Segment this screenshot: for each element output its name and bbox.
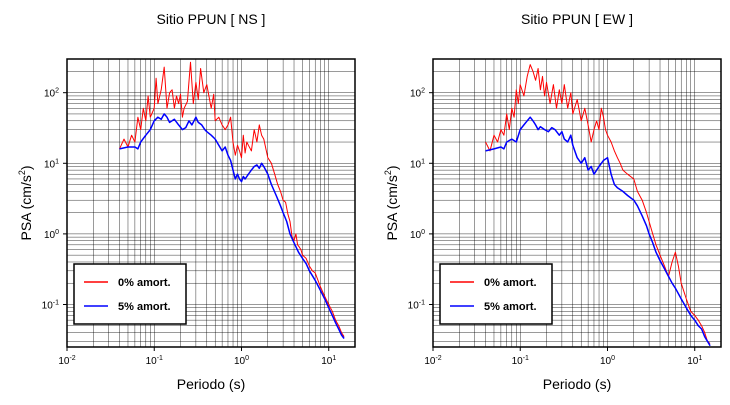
y-tick-label: 101 xyxy=(410,158,425,170)
series-group xyxy=(485,64,711,347)
legend-label: 0% amort. xyxy=(118,277,171,289)
legend-label: 0% amort. xyxy=(484,277,537,289)
x-axis-label: Periodo (s) xyxy=(177,376,245,392)
y-tick-label: 102 xyxy=(410,88,425,100)
x-axis-label: Periodo (s) xyxy=(543,376,611,392)
legend-label: 5% amort. xyxy=(484,301,537,313)
legend-box xyxy=(439,263,553,325)
y-tick-label: 100 xyxy=(44,229,59,241)
series-line-0pct xyxy=(119,61,345,337)
y-tick-label: 10-1 xyxy=(42,299,59,311)
chart-title: Sitio PPUN [ EW ] xyxy=(521,11,633,27)
grid xyxy=(433,59,721,347)
chart-panel-ew: 10-2 10-1 100 101 10-1 100 101 102 Sitio PPUN [ … xyxy=(383,11,722,392)
series-group xyxy=(119,61,345,339)
y-axis-label: PSA (cm/s2) xyxy=(383,165,400,240)
y-tick-label: 102 xyxy=(44,88,59,100)
series-line-5pct xyxy=(485,116,711,347)
x-tick-label: 101 xyxy=(321,355,336,367)
legend-label: 5% amort. xyxy=(118,301,171,313)
x-tick-label: 10-2 xyxy=(424,355,441,367)
x-tick-label: 101 xyxy=(687,355,702,367)
chart-title: Sitio PPUN [ NS ] xyxy=(157,11,266,27)
x-tick-label: 10-1 xyxy=(512,355,529,367)
legend: 0% amort. 5% amort. xyxy=(439,263,553,325)
series-line-5pct xyxy=(119,113,345,339)
legend-box xyxy=(73,263,187,325)
x-tick-label: 10-2 xyxy=(58,355,75,367)
legend: 0% amort. 5% amort. xyxy=(73,263,187,325)
series-line-0pct xyxy=(485,64,711,344)
chart-panel-ns: 10-2 10-1 100 101 10-1 100 101 102 Sitio PPUN [ … xyxy=(17,11,356,392)
y-tick-label: 101 xyxy=(44,158,59,170)
x-tick-label: 100 xyxy=(600,355,615,367)
y-tick-label: 100 xyxy=(410,229,425,241)
y-tick-label: 10-1 xyxy=(408,299,425,311)
plot-frame xyxy=(66,58,356,348)
x-tick-label: 10-1 xyxy=(146,355,163,367)
y-axis-label: PSA (cm/s2) xyxy=(17,165,34,240)
plot-frame xyxy=(432,58,722,348)
x-tick-label: 100 xyxy=(234,355,249,367)
